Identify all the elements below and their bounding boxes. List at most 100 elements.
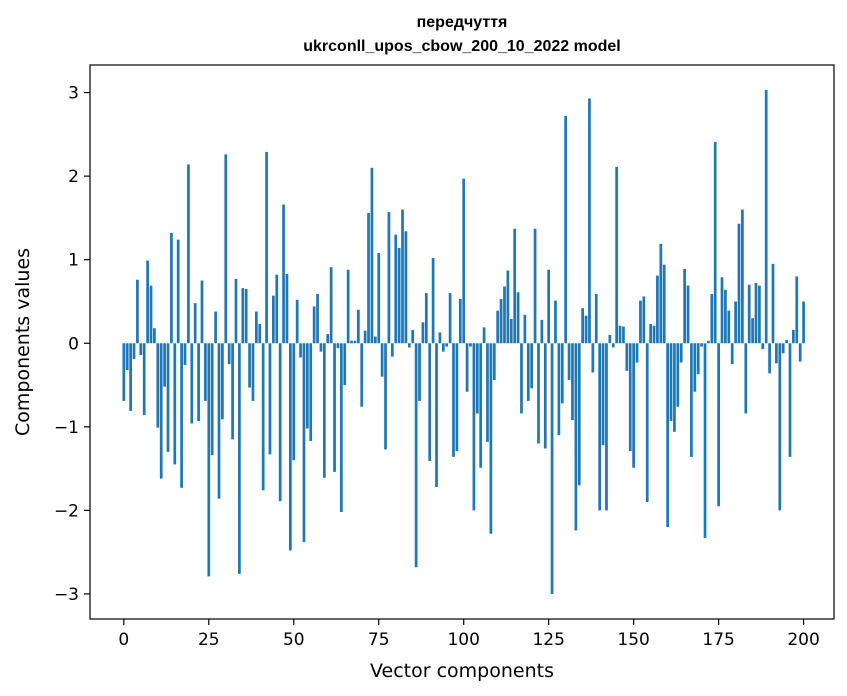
bar-123	[540, 319, 544, 344]
bar-93	[438, 332, 442, 344]
bar-154	[645, 343, 649, 503]
bar-197	[792, 329, 795, 344]
bar-92	[435, 343, 438, 487]
bar-67	[350, 340, 353, 344]
bar-105	[479, 343, 483, 468]
bar-136	[584, 315, 588, 344]
bar-111	[499, 298, 503, 344]
bar-4	[136, 279, 139, 344]
bar-117	[520, 343, 523, 414]
bar-36	[244, 288, 248, 344]
bar-99	[458, 298, 462, 344]
bar-146	[618, 325, 622, 344]
bar-169	[696, 343, 700, 375]
bar-171	[703, 343, 707, 538]
bar-1	[125, 343, 129, 370]
bar-85	[411, 329, 415, 344]
bar-88	[421, 322, 425, 344]
bar-122	[537, 343, 540, 444]
bar-153	[642, 296, 646, 344]
bar-76	[380, 343, 384, 377]
bar-87	[418, 343, 421, 401]
bar-58	[319, 343, 323, 352]
bar-23	[200, 280, 204, 344]
bar-100	[462, 178, 466, 344]
bar-46	[278, 343, 282, 502]
bars-group	[122, 90, 805, 594]
bar-25	[207, 343, 211, 577]
bar-30	[224, 154, 228, 344]
bar-164	[679, 343, 683, 363]
bar-35	[241, 288, 245, 344]
bar-189	[764, 90, 768, 344]
bar-196	[788, 343, 792, 457]
bar-97	[452, 343, 455, 457]
bar-22	[197, 343, 200, 421]
bar-24	[204, 343, 207, 401]
bar-64	[339, 343, 343, 513]
bar-172	[707, 340, 710, 344]
bar-6	[142, 343, 146, 416]
bar-126	[550, 343, 554, 594]
bar-102	[469, 343, 472, 347]
bar-190	[768, 343, 771, 374]
bar-182	[741, 209, 744, 344]
bar-31	[227, 343, 231, 365]
bar-148	[625, 343, 629, 371]
bar-156	[652, 325, 656, 344]
y-tick-label: 3	[68, 84, 79, 104]
bar-125	[547, 269, 551, 344]
bar-95	[445, 343, 449, 347]
bar-199	[798, 343, 802, 362]
bar-9	[153, 328, 156, 344]
bar-71	[363, 330, 367, 344]
bar-140	[598, 343, 602, 511]
bar-149	[628, 343, 632, 452]
bar-54	[305, 343, 309, 429]
bar-165	[683, 268, 686, 344]
bar-131	[567, 343, 571, 381]
bar-39	[255, 311, 258, 344]
bar-188	[761, 343, 765, 350]
bar-53	[302, 343, 306, 543]
bar-37	[248, 343, 251, 388]
bar-186	[754, 283, 758, 344]
bar-175	[717, 343, 720, 507]
x-tick-label: 175	[702, 630, 734, 650]
bar-138	[591, 343, 595, 373]
bar-158	[659, 243, 663, 344]
bar-96	[448, 293, 452, 344]
bar-18	[183, 343, 187, 365]
bar-27	[214, 311, 217, 344]
bar-177	[724, 289, 727, 344]
bar-61	[329, 267, 333, 344]
x-tick-label: 150	[617, 630, 649, 650]
bar-98	[455, 343, 459, 452]
x-axis-ticks: 0 25 50 75 100 125 150 175 200	[118, 619, 820, 650]
bar-7	[146, 260, 149, 344]
bar-110	[496, 310, 500, 344]
x-axis-label: Vector components	[370, 660, 554, 682]
bar-167	[690, 343, 693, 457]
bar-178	[727, 310, 731, 344]
bar-200	[802, 301, 805, 344]
bar-118	[523, 314, 527, 344]
bar-159	[662, 264, 666, 344]
bar-191	[771, 263, 775, 344]
bar-173	[710, 293, 714, 344]
bar-21	[193, 303, 197, 344]
bar-33	[234, 278, 238, 344]
bar-57	[316, 293, 319, 344]
bar-183	[744, 343, 748, 414]
bar-163	[676, 343, 680, 407]
bar-116	[516, 292, 520, 344]
bar-115	[513, 228, 517, 344]
bar-113	[506, 270, 510, 344]
bar-114	[509, 319, 513, 344]
bar-145	[615, 166, 619, 344]
bar-3	[132, 343, 136, 360]
bar-157	[656, 275, 659, 344]
bar-17	[180, 343, 183, 488]
bar-150	[632, 343, 635, 468]
bar-75	[377, 253, 381, 344]
